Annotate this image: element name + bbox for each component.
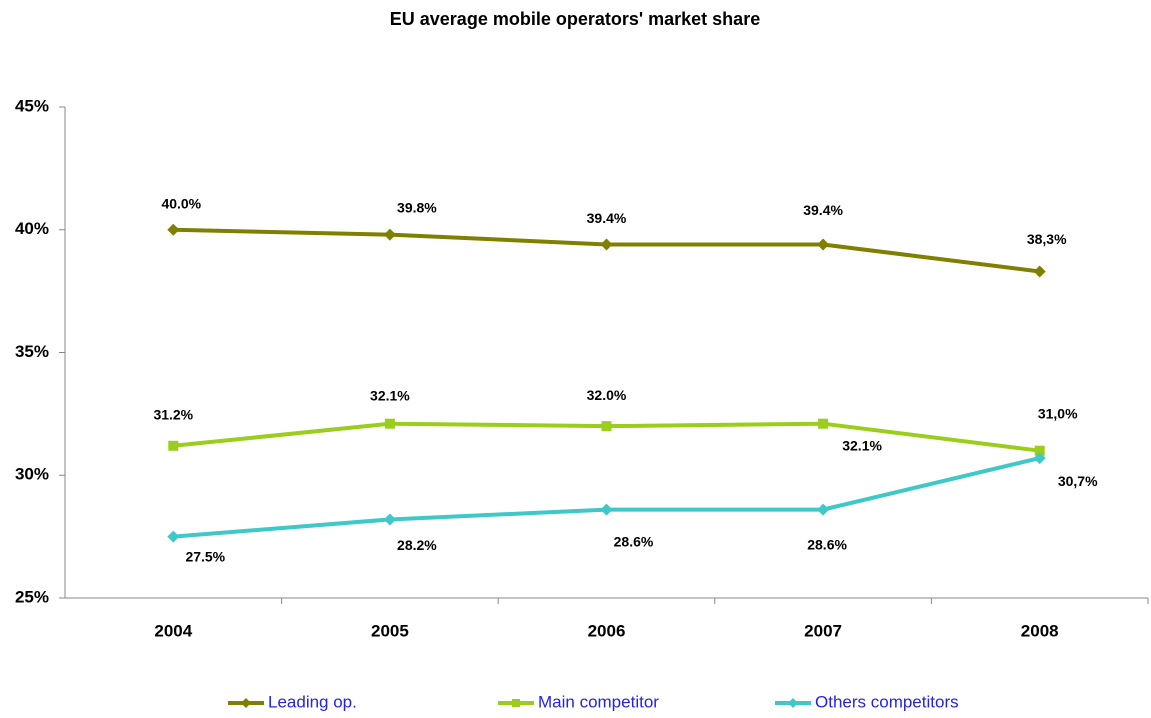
legend-label: Others competitors — [815, 692, 959, 711]
x-tick-label: 2004 — [154, 621, 192, 640]
point — [383, 228, 396, 241]
data-label: 40.0% — [161, 195, 201, 211]
data-label: 31.2% — [153, 406, 193, 422]
data-label: 28.6% — [807, 536, 847, 552]
y-tick-label: 45% — [15, 96, 49, 115]
x-tick-label: 2006 — [588, 621, 626, 640]
y-tick-label: 35% — [15, 342, 49, 361]
data-label: 39.4% — [803, 202, 843, 218]
legend-marker — [788, 698, 798, 708]
point — [383, 513, 396, 526]
point — [1033, 265, 1046, 278]
y-tick-label: 40% — [15, 219, 49, 238]
data-label: 38,3% — [1027, 231, 1067, 247]
point — [818, 418, 829, 429]
point — [1034, 445, 1045, 456]
point — [601, 421, 612, 432]
legend-label: Main competitor — [538, 692, 659, 711]
y-tick-label: 30% — [15, 465, 49, 484]
x-tick-label: 2008 — [1021, 621, 1059, 640]
x-tick-label: 2005 — [371, 621, 409, 640]
data-label: 32.0% — [587, 387, 627, 403]
series-line — [173, 227, 1040, 274]
legend-marker — [512, 699, 520, 707]
point — [817, 503, 830, 516]
legend-label: Leading op. — [268, 692, 357, 711]
point — [600, 503, 613, 516]
legend-marker — [241, 698, 251, 708]
x-tick-label: 2007 — [804, 621, 842, 640]
data-label: 32.1% — [370, 387, 410, 403]
point — [168, 440, 179, 451]
data-label: 28.6% — [614, 533, 654, 549]
point — [600, 238, 613, 251]
point — [817, 238, 830, 251]
data-label: 30,7% — [1058, 473, 1098, 489]
chart-title: EU average mobile operators' market shar… — [390, 9, 760, 29]
point — [167, 530, 180, 543]
y-tick-label: 25% — [15, 587, 49, 606]
data-label: 27.5% — [185, 548, 225, 564]
point — [384, 418, 395, 429]
point — [1033, 452, 1046, 465]
data-label: 39.8% — [397, 199, 437, 215]
data-label: 32.1% — [842, 437, 882, 453]
series-line — [173, 456, 1041, 539]
data-label: 28.2% — [397, 537, 437, 553]
point — [167, 223, 180, 236]
data-label: 39.4% — [587, 210, 627, 226]
data-label: 31,0% — [1038, 405, 1078, 421]
